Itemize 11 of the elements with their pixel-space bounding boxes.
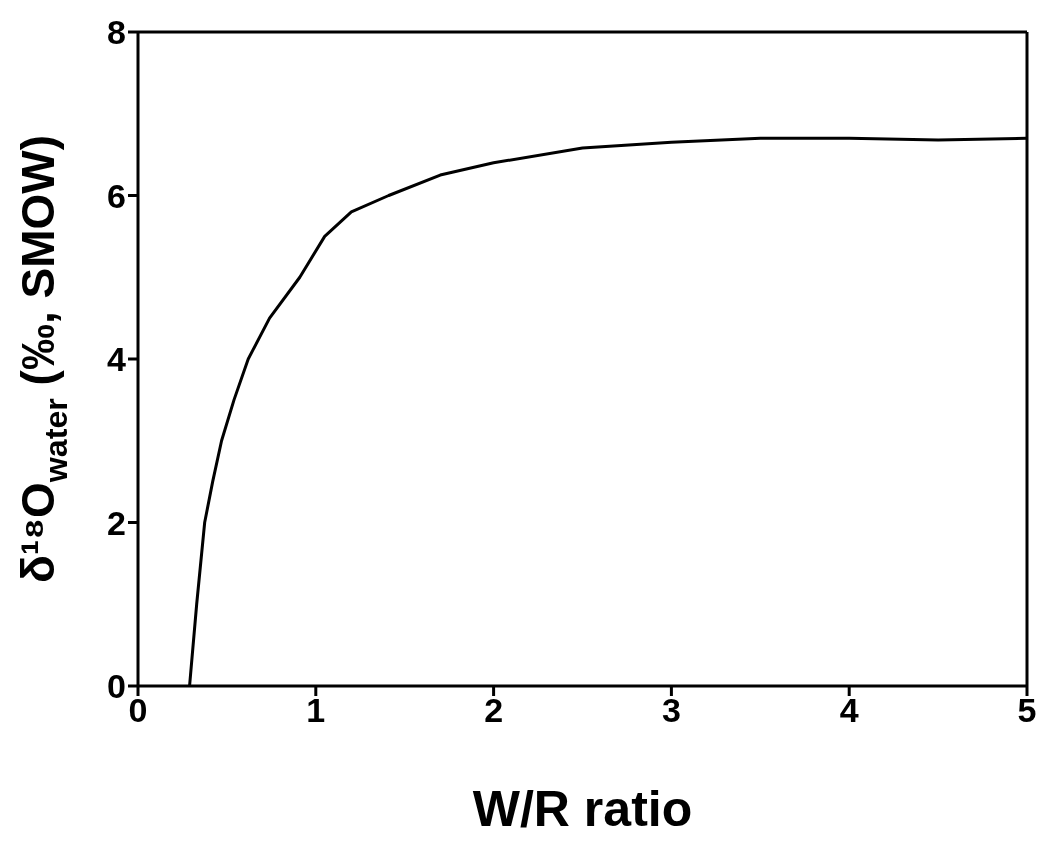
x-tick-label: 1 — [306, 691, 326, 730]
x-tick-label: 5 — [1017, 691, 1037, 730]
y-tick-label: 4 — [107, 340, 127, 379]
y-tick-label: 6 — [107, 176, 126, 215]
x-tick-label: 2 — [484, 691, 504, 730]
y-tick-label: 8 — [107, 13, 126, 52]
y-tick-label: 2 — [107, 503, 126, 542]
x-axis-title: W/R ratio — [472, 781, 693, 837]
x-tick-label: 3 — [661, 691, 681, 730]
x-tick-label: 4 — [839, 691, 859, 730]
y-tick-label: 0 — [107, 667, 126, 706]
